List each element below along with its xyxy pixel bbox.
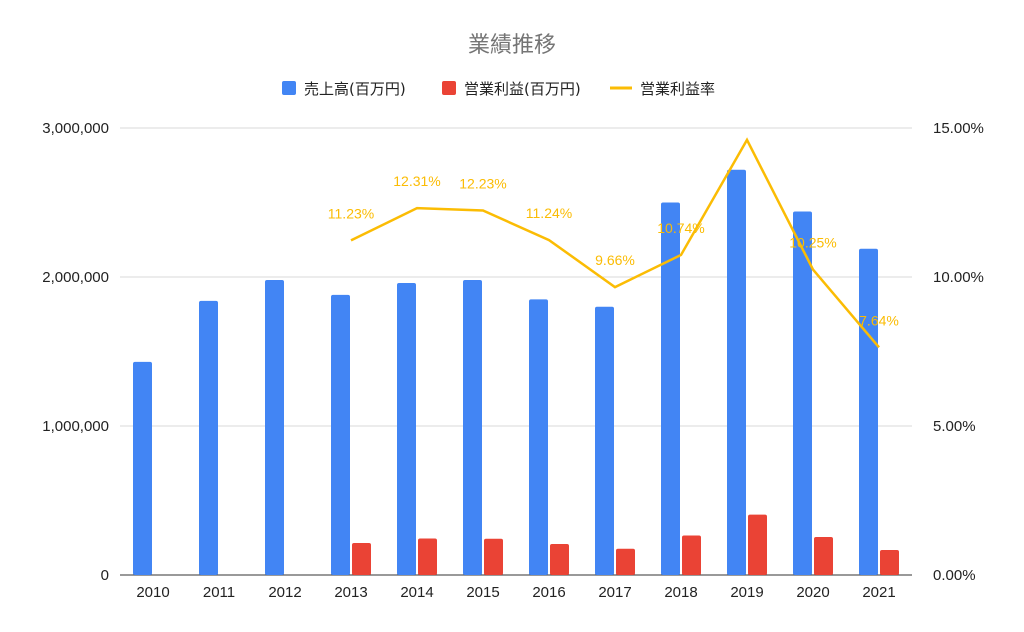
margin-data-label: 12.31% <box>393 173 440 189</box>
right-tick-label: 0.00% <box>933 567 976 584</box>
sales-bar <box>595 306 614 575</box>
margin-data-label: 9.66% <box>595 252 635 268</box>
sales-bar <box>133 361 152 575</box>
margin-data-label: 10.74% <box>657 220 704 236</box>
operating-profit-bar <box>550 544 569 575</box>
sales-bar <box>529 299 548 575</box>
x-tick-label: 2013 <box>334 584 367 601</box>
x-tick-label: 2010 <box>136 584 169 601</box>
operating-profit-bar <box>352 542 371 575</box>
x-tick-label: 2019 <box>730 584 763 601</box>
x-axis: 2010 2011 2012 2013 2014 2015 2016 2017 2018 2019… <box>136 584 895 601</box>
legend-swatch <box>442 81 456 95</box>
left-tick-label: 0 <box>101 567 109 584</box>
legend-swatch <box>282 81 296 95</box>
sales-bar <box>727 169 746 575</box>
margin-line <box>350 137 880 349</box>
left-tick-label: 2,000,000 <box>42 269 109 286</box>
operating-profit-bar <box>814 537 833 575</box>
right-tick-label: 5.00% <box>933 418 976 435</box>
x-tick-label: 2018 <box>664 584 697 601</box>
operating-profit-bar <box>748 514 767 575</box>
legend-label: 営業利益(百万円) <box>464 80 581 98</box>
margin-data-label: 10.25% <box>789 235 836 251</box>
margin-data-label: 7.64% <box>859 312 899 328</box>
margin-line-path <box>350 137 880 349</box>
x-tick-label: 2015 <box>466 584 499 601</box>
right-axis: 0.00% 5.00% 10.00% 15.00% <box>933 120 984 584</box>
x-tick-label: 2014 <box>400 584 433 601</box>
sales-bar <box>793 211 812 575</box>
sales-bar <box>199 300 218 575</box>
legend-label: 営業利益率 <box>640 80 715 98</box>
sales-bar <box>463 279 482 575</box>
operating-profit-bar <box>682 535 701 575</box>
legend-label: 売上高(百万円) <box>304 80 406 98</box>
operating-profit-bar <box>616 548 635 575</box>
operating-profit-bar <box>418 538 437 575</box>
left-axis: 0 1,000,000 2,000,000 3,000,000 <box>42 120 109 584</box>
gridlines <box>120 127 912 576</box>
margin-data-label: 12.23% <box>459 176 506 192</box>
x-tick-label: 2016 <box>532 584 565 601</box>
sales-bar <box>331 294 350 575</box>
sales-bar <box>397 282 416 575</box>
right-tick-label: 10.00% <box>933 269 984 286</box>
margin-labels: 11.23% 12.31% 12.23% 11.24% 9.66% 10.74% 10.25… <box>328 173 899 328</box>
chart-title: 業績推移 <box>468 33 556 58</box>
margin-data-label: 11.23% <box>328 205 374 221</box>
margin-data-label: 11.24% <box>526 205 572 221</box>
sales-bar <box>265 279 284 575</box>
right-tick-label: 15.00% <box>933 120 984 137</box>
x-tick-label: 2012 <box>268 584 301 601</box>
operating-profit-bar <box>484 538 503 575</box>
sales-bar <box>661 202 680 575</box>
left-tick-label: 1,000,000 <box>42 418 109 435</box>
bars <box>133 169 899 575</box>
x-tick-label: 2011 <box>203 584 235 601</box>
legend: 売上高(百万円) 営業利益(百万円) 営業利益率 <box>282 80 715 98</box>
x-tick-label: 2020 <box>796 584 829 601</box>
left-tick-label: 3,000,000 <box>42 120 109 137</box>
x-tick-label: 2017 <box>598 584 631 601</box>
x-tick-label: 2021 <box>862 584 895 601</box>
operating-profit-bar <box>880 549 899 575</box>
sales-bar <box>859 248 878 575</box>
